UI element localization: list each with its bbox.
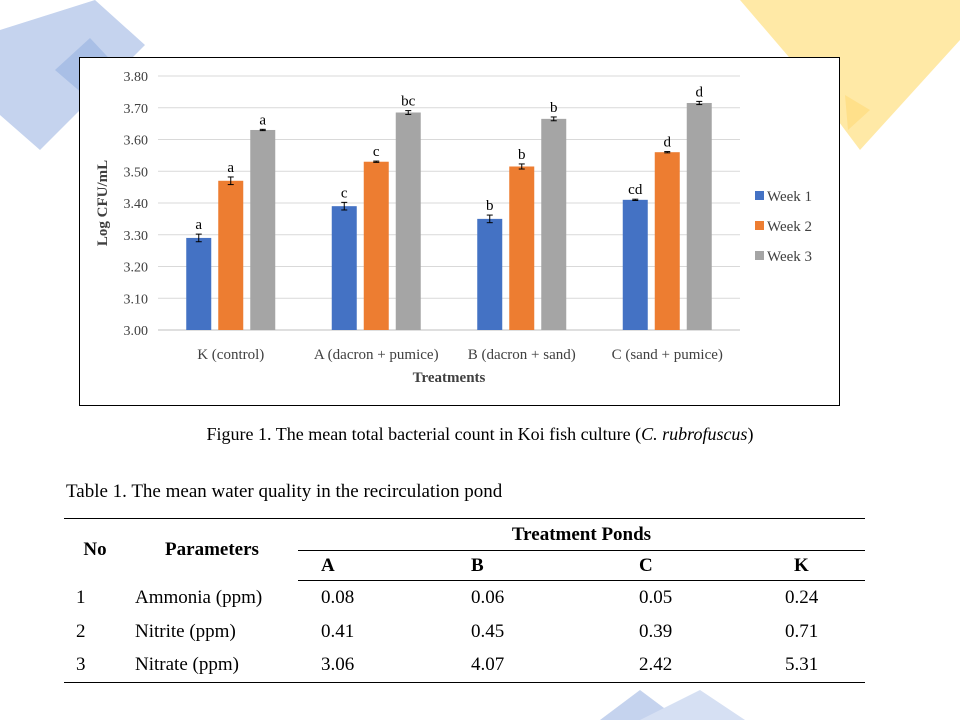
chart-frame: 3.00 3.10 3.20 3.30 3.40 3.50 3.60 3.70 3.80 a a a K… [79, 57, 840, 406]
bar [218, 180, 244, 330]
data-label: b [518, 147, 526, 163]
cell-value: 0.39 [639, 620, 673, 642]
y-tick-label: 3.10 [124, 292, 149, 307]
header-col-a: A [298, 550, 416, 581]
data-label: d [664, 135, 672, 151]
y-tick-label: 3.70 [124, 102, 149, 117]
x-tick-label: B (dacron + sand) [468, 347, 576, 363]
data-label: a [259, 112, 266, 128]
cell-value: 0.05 [639, 586, 673, 608]
x-tick-label: C (sand + pumice) [612, 347, 723, 363]
cell-value: 4.07 [416, 648, 569, 683]
data-label: c [373, 144, 380, 160]
caption-suffix: ) [747, 424, 754, 444]
y-tick-label: 3.20 [124, 261, 149, 276]
caption-text: Figure 1. The mean total bacterial count… [206, 424, 642, 444]
data-label: bc [401, 94, 416, 110]
data-label: c [341, 185, 348, 201]
y-tick-label: 3.30 [124, 229, 149, 244]
header-parameters: Parameters [126, 518, 298, 581]
bar [395, 112, 421, 330]
y-tick-label: 3.00 [124, 324, 149, 339]
table-subheader-row: A B C K [64, 550, 865, 581]
x-tick-label: K (control) [197, 347, 264, 363]
water-quality-table: No Parameters Treatment Ponds A B C K 1 … [64, 518, 865, 683]
legend-swatch [755, 191, 764, 200]
data-label: d [696, 84, 704, 100]
table-row: 3 Nitrate (ppm) 3.06 4.07 2.42 5.31 [64, 648, 865, 683]
cell-value: 0.45 [471, 620, 505, 642]
x-tick-label: A (dacron + pumice) [314, 347, 439, 363]
table-title: Table 1. The mean water quality in the r… [66, 481, 503, 502]
data-label: cd [628, 182, 643, 198]
cell-value: 3.06 [298, 648, 416, 683]
bar [622, 199, 648, 330]
row-no: 2 [76, 620, 86, 642]
legend-label: Week 2 [767, 219, 812, 235]
header-treatment-ponds: Treatment Ponds [298, 518, 865, 551]
legend-label: Week 1 [767, 189, 812, 205]
header-no: No [64, 518, 126, 581]
bar [331, 206, 357, 330]
bar [509, 166, 535, 330]
y-tick-label: 3.40 [124, 197, 149, 212]
table-row: 1 Ammonia (ppm) 0.08 0.06 0.05 0.24 [64, 581, 865, 615]
figure-caption: Figure 1. The mean total bacterial count… [0, 424, 960, 445]
header-col-c: C [569, 550, 727, 581]
row-parameter: Nitrate (ppm) [126, 648, 298, 683]
cell-value: 0.24 [785, 586, 819, 608]
legend-swatch [755, 251, 764, 260]
row-no: 3 [64, 648, 126, 683]
row-parameter: Nitrite (ppm) [135, 620, 236, 642]
row-parameter: Ammonia (ppm) [135, 586, 263, 608]
bar [250, 129, 276, 330]
bar [477, 218, 503, 330]
legend-swatch [755, 221, 764, 230]
bar [363, 161, 389, 330]
cell-value: 0.06 [471, 586, 505, 608]
y-tick-label: 3.80 [124, 70, 149, 85]
bar-chart: 3.00 3.10 3.20 3.30 3.40 3.50 3.60 3.70 3.80 a a a K… [95, 70, 812, 386]
cell-value: 0.71 [785, 620, 819, 642]
y-axis-title: Log CFU/mL [95, 160, 111, 246]
bar [541, 118, 567, 330]
row-no: 1 [76, 586, 86, 608]
y-tick-label: 3.60 [124, 134, 149, 149]
header-col-k: K [727, 550, 865, 581]
data-label: b [550, 100, 558, 116]
table-row: 2 Nitrite (ppm) 0.41 0.45 0.39 0.71 [64, 615, 865, 649]
cell-value: 5.31 [727, 648, 865, 683]
bar [186, 237, 212, 330]
data-label: a [227, 160, 234, 176]
y-tick-label: 3.50 [124, 165, 149, 180]
cell-value: 2.42 [569, 648, 727, 683]
bar [654, 152, 680, 330]
header-col-b: B [416, 550, 569, 581]
legend-label: Week 3 [767, 249, 812, 265]
bar [686, 102, 712, 330]
cell-value: 0.41 [321, 620, 355, 642]
x-axis-title: Treatments [413, 370, 486, 386]
data-label: a [195, 217, 202, 233]
table-header-row: No Parameters Treatment Ponds [64, 518, 865, 581]
cell-value: 0.08 [321, 586, 355, 608]
data-label: b [486, 198, 494, 214]
caption-species: C. rubrofuscus [641, 424, 748, 444]
